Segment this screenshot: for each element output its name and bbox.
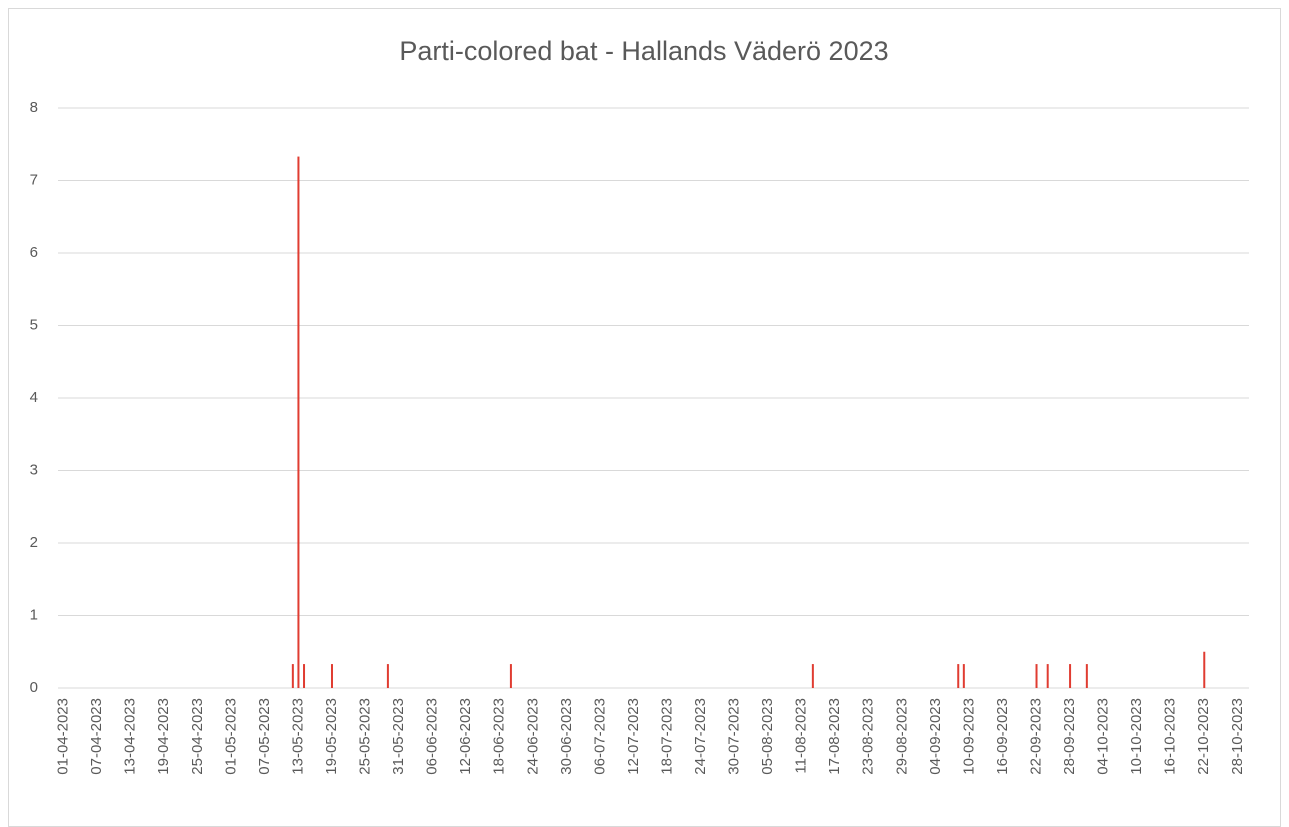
x-tick-label: 01-04-2023 — [55, 698, 72, 775]
x-tick-label: 17-08-2023 — [826, 698, 843, 775]
x-tick-label: 31-05-2023 — [390, 698, 407, 775]
x-tick-label: 10-10-2023 — [1128, 698, 1145, 775]
x-tick-label: 25-05-2023 — [357, 698, 374, 775]
x-tick-label: 06-06-2023 — [424, 698, 441, 775]
x-tick-label: 19-04-2023 — [155, 698, 172, 775]
bar — [1085, 664, 1088, 688]
chart-title: Parti-colored bat - Hallands Väderö 2023 — [399, 36, 888, 66]
bar — [509, 664, 512, 688]
x-tick-label: 01-05-2023 — [222, 698, 239, 775]
x-tick-label: 13-04-2023 — [122, 698, 139, 775]
x-tick-label: 13-05-2023 — [289, 698, 306, 775]
bar — [386, 664, 389, 688]
y-tick-label: 1 — [30, 606, 38, 623]
x-tick-label: 12-07-2023 — [625, 698, 642, 775]
x-tick-label: 28-09-2023 — [1061, 698, 1078, 775]
chart-frame — [8, 8, 1281, 827]
y-tick-label: 7 — [30, 171, 38, 188]
bar — [1046, 664, 1049, 688]
bar — [1035, 664, 1038, 688]
x-tick-label: 30-07-2023 — [726, 698, 743, 775]
y-tick-label: 3 — [30, 461, 38, 478]
x-tick-label: 19-05-2023 — [323, 698, 340, 775]
x-tick-label: 24-07-2023 — [692, 698, 709, 775]
y-tick-label: 5 — [30, 316, 38, 333]
bar — [297, 156, 300, 688]
bar — [957, 664, 960, 688]
bar — [291, 664, 294, 688]
x-tick-label: 28-10-2023 — [1229, 698, 1246, 775]
y-tick-label: 8 — [30, 99, 38, 116]
bar — [303, 664, 306, 688]
bar — [1069, 664, 1072, 688]
x-tick-label: 11-08-2023 — [793, 698, 810, 774]
x-tick-label: 10-09-2023 — [960, 698, 977, 775]
x-tick-label: 29-08-2023 — [893, 698, 910, 775]
x-tick-label: 22-09-2023 — [1027, 698, 1044, 775]
y-tick-label: 6 — [30, 244, 38, 261]
x-tick-label: 07-05-2023 — [256, 698, 273, 775]
x-tick-label: 18-07-2023 — [658, 698, 675, 775]
x-tick-label: 16-09-2023 — [994, 698, 1011, 775]
x-tick-label: 30-06-2023 — [558, 698, 575, 775]
y-tick-label: 2 — [30, 534, 38, 551]
bar — [1203, 651, 1206, 688]
x-tick-label: 06-07-2023 — [591, 698, 608, 775]
bar — [962, 664, 965, 688]
x-tick-label: 24-06-2023 — [524, 698, 541, 775]
x-tick-label: 04-10-2023 — [1095, 698, 1112, 775]
x-tick-label: 16-10-2023 — [1162, 698, 1179, 775]
x-tick-label: 23-08-2023 — [860, 698, 877, 775]
x-tick-label: 25-04-2023 — [189, 698, 206, 775]
y-tick-label: 0 — [30, 679, 38, 696]
bar — [330, 664, 333, 688]
x-tick-label: 05-08-2023 — [759, 698, 776, 775]
x-tick-label: 07-04-2023 — [88, 698, 105, 775]
x-tick-label: 18-06-2023 — [491, 698, 508, 775]
y-tick-label: 4 — [30, 389, 38, 406]
x-tick-label: 04-09-2023 — [927, 698, 944, 775]
x-tick-label: 22-10-2023 — [1195, 698, 1212, 775]
bar — [811, 664, 814, 688]
x-tick-label: 12-06-2023 — [457, 698, 474, 775]
